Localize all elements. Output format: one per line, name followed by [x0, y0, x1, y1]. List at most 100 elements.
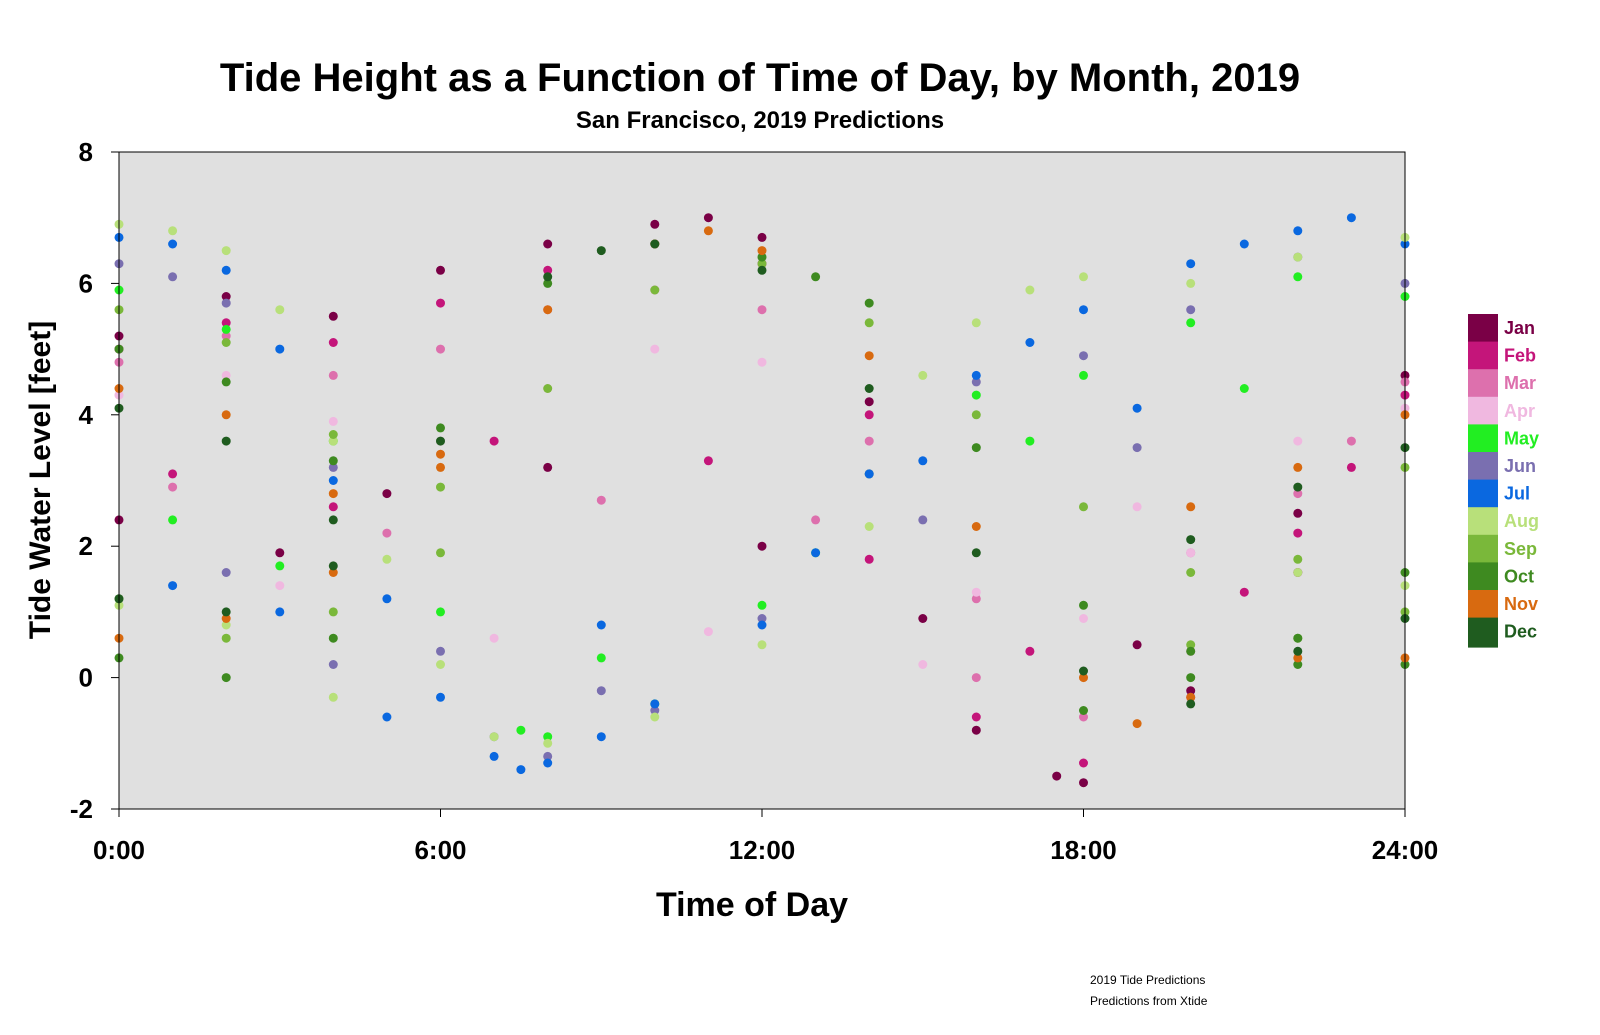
data-point-oct-3: [436, 423, 445, 433]
data-point-oct-12: [1293, 633, 1303, 643]
data-point-jan-4: [543, 239, 553, 249]
data-point-oct-17: [1079, 706, 1088, 715]
legend-swatch-jun: [1468, 452, 1498, 482]
legend-swatch-mar: [1468, 369, 1498, 400]
data-point-jan-16: [275, 548, 285, 558]
legend-label-sep: Sep: [1504, 539, 1537, 559]
y-tick-label: 8: [79, 137, 93, 167]
data-point-mar-1: [221, 331, 231, 341]
data-point-may-19: [1239, 384, 1249, 393]
data-point-jul-13: [811, 548, 821, 558]
data-point-feb-1: [221, 318, 231, 328]
data-point-feb-4: [543, 265, 553, 275]
data-point-jan-18: [543, 462, 553, 472]
data-point-jan-7: [757, 232, 767, 242]
legend-label-mar: Mar: [1504, 373, 1536, 393]
data-point-jan-2: [328, 311, 338, 321]
data-point-jan-20: [918, 614, 928, 623]
data-point-jul-2: [221, 265, 231, 275]
data-point-sep-15: [328, 607, 338, 617]
y-tick-label: 6: [79, 268, 93, 298]
data-point-mar-14: [382, 528, 392, 538]
data-point-jul-18: [1186, 259, 1196, 269]
data-point-sep-10: [1186, 568, 1196, 577]
data-point-mar-19: [1346, 436, 1356, 446]
chart-title: Tide Height as a Function of Time of Day…: [219, 56, 1301, 100]
data-point-jul-24: [275, 607, 285, 617]
data-point-feb-14: [328, 502, 338, 512]
data-point-feb-7: [864, 410, 874, 420]
data-point-apr-8: [971, 587, 981, 597]
data-point-apr-5: [650, 344, 660, 354]
data-point-aug-13: [971, 318, 981, 328]
legend-swatch-oct: [1468, 562, 1498, 593]
data-point-jul-5: [382, 594, 392, 604]
data-point-jan-6: [703, 213, 713, 223]
legend-label-jul: Jul: [1504, 484, 1530, 504]
footer-credits: 2019 Tide Predictions Predictions from X…: [1090, 970, 1207, 1012]
legend-swatch-sep: [1468, 534, 1498, 565]
data-point-jul-6: [436, 692, 445, 702]
data-point-dec-6: [650, 239, 660, 249]
data-point-dec-10: [1079, 666, 1088, 676]
data-point-sep-1: [221, 338, 231, 347]
data-point-aug-15: [1079, 272, 1088, 282]
data-point-feb-18: [1025, 646, 1035, 656]
data-point-aug-7: [489, 732, 499, 742]
data-point-dec-3: [436, 436, 445, 446]
data-point-jun-3: [328, 462, 338, 472]
data-point-jan-10: [1052, 771, 1062, 781]
data-point-sep-9: [1079, 502, 1088, 512]
data-point-apr-1: [221, 370, 231, 380]
data-point-jan-11: [1079, 778, 1088, 788]
legend-swatch-apr: [1468, 396, 1498, 427]
data-point-mar-16: [811, 515, 821, 525]
data-point-jun-2: [221, 298, 231, 308]
data-point-sep-3: [436, 482, 445, 492]
data-point-sep-16: [436, 548, 445, 558]
data-point-mar-2: [328, 370, 338, 380]
data-point-may-15: [275, 561, 285, 571]
data-point-aug-17: [1293, 252, 1303, 262]
data-point-oct-6: [757, 252, 767, 262]
data-point-aug-11: [864, 522, 874, 531]
data-point-mar-6: [757, 305, 767, 315]
footer-line: Predictions from Xtide: [1090, 994, 1208, 1008]
data-point-jul-9: [543, 758, 553, 768]
data-point-jul-23: [168, 581, 178, 591]
data-point-apr-16: [918, 660, 928, 669]
data-point-jun-7: [650, 706, 660, 715]
data-point-jan-1: [221, 292, 231, 301]
data-point-may-1: [221, 324, 231, 334]
data-point-jul-25: [382, 712, 392, 722]
data-point-jan-13: [1293, 508, 1303, 518]
data-point-dec-12: [1293, 646, 1303, 656]
data-point-oct-11: [1186, 646, 1196, 656]
data-point-oct-10: [1079, 600, 1088, 610]
data-point-may-4: [516, 725, 526, 735]
data-point-oct-1: [221, 377, 231, 387]
data-point-dec-16: [328, 515, 338, 525]
data-point-oct-18: [1186, 673, 1196, 683]
data-point-jan-17: [382, 489, 392, 499]
data-point-mar-17: [971, 594, 981, 604]
data-point-jan-3: [436, 265, 445, 275]
data-point-nov-17: [328, 489, 338, 499]
data-point-dec-11: [1186, 699, 1196, 709]
legend-label-oct: Oct: [1504, 566, 1534, 586]
data-point-dec-8: [864, 384, 874, 393]
data-point-jan-9: [971, 725, 981, 735]
data-point-nov-7: [757, 246, 767, 256]
data-point-jul-27: [918, 456, 928, 466]
data-point-apr-14: [489, 633, 499, 643]
legend-swatch-feb: [1468, 341, 1498, 372]
data-point-aug-16: [1186, 278, 1196, 288]
legend-label-may: May: [1504, 428, 1539, 448]
data-point-mar-3: [436, 344, 445, 354]
legend-swatch-nov: [1468, 590, 1498, 620]
data-point-aug-1: [168, 226, 178, 236]
y-tick-label: 0: [79, 663, 93, 693]
data-point-feb-2: [328, 338, 338, 347]
data-point-oct-7: [811, 272, 821, 282]
data-point-mar-7: [864, 436, 874, 446]
